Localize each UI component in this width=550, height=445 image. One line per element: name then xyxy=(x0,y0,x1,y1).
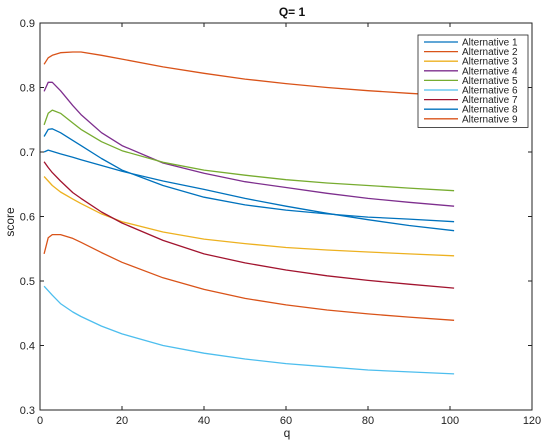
series-line-4 xyxy=(43,81,455,207)
legend-label-6: Alternative 6 xyxy=(462,86,518,97)
legend-label-3: Alternative 3 xyxy=(462,57,518,68)
x-tick-label: 20 xyxy=(116,415,128,427)
x-axis-label: q xyxy=(284,426,291,440)
series-line-9 xyxy=(43,51,455,97)
x-tick-label: 80 xyxy=(362,415,374,427)
series-line-6 xyxy=(43,285,455,375)
chart-title: Q= 1 xyxy=(279,5,306,19)
legend-label-9: Alternative 9 xyxy=(462,114,518,125)
y-tick-label: 0.9 xyxy=(20,18,35,30)
y-tick-label: 0.6 xyxy=(20,212,35,224)
plot-lines xyxy=(43,51,455,375)
x-tick-label: 120 xyxy=(523,415,541,427)
legend-box xyxy=(417,34,529,128)
series-line-8 xyxy=(43,128,455,223)
x-tick-label: 60 xyxy=(280,415,292,427)
y-tick-label: 0.3 xyxy=(20,405,35,417)
x-tick-label: 100 xyxy=(441,415,459,427)
series-line-2 xyxy=(43,233,455,321)
legend-label-1: Alternative 1 xyxy=(462,38,518,49)
series-line-3 xyxy=(43,176,455,257)
legend-label-4: Alternative 4 xyxy=(462,66,518,77)
y-axis-label: score xyxy=(3,207,17,237)
legend-label-7: Alternative 7 xyxy=(462,95,518,106)
legend-label-5: Alternative 5 xyxy=(462,76,518,87)
y-tick-label: 0.4 xyxy=(20,341,35,353)
series-line-1 xyxy=(43,149,455,232)
y-tick-label: 0.8 xyxy=(20,83,35,95)
series-line-5 xyxy=(43,109,455,192)
axis-ticks: 0 20 40 60 80 100 120 0.3 0.4 0.5 0.6 0.7 0.8 0.9 xyxy=(20,18,541,427)
x-tick-label: 40 xyxy=(198,415,210,427)
legend-label-8: Alternative 8 xyxy=(462,105,518,116)
series-line-7 xyxy=(43,161,455,289)
y-tick-label: 0.7 xyxy=(20,147,35,159)
legend-label-2: Alternative 2 xyxy=(462,47,518,58)
x-tick-label: 0 xyxy=(37,415,43,427)
y-tick-label: 0.5 xyxy=(20,276,35,288)
